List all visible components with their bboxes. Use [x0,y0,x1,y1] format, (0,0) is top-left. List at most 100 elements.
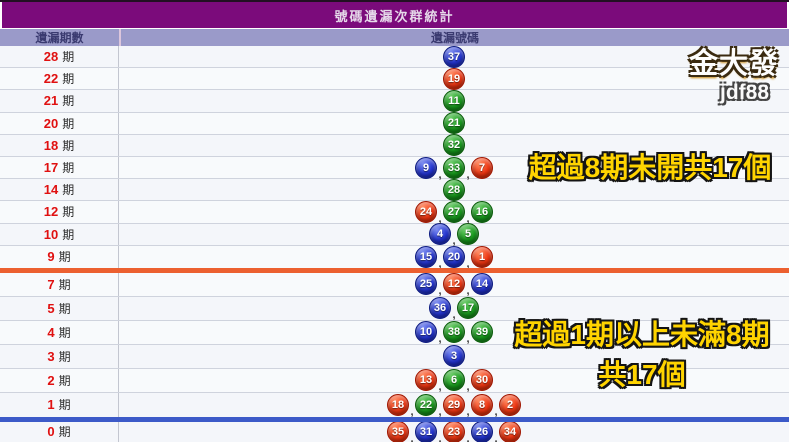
lottery-ball: 28 [443,178,465,201]
orange-threshold-divider [0,267,789,273]
ball-separator-comma: , [438,405,442,418]
top-border-line [0,0,789,2]
annotation-over-8-periods: 超過8期未開共17個 [528,152,772,183]
ball-separator-comma: , [452,309,456,322]
table-row: 2 期 13, 6, 30 [0,368,789,394]
omission-period-label: 14 期 [0,179,119,201]
annotation-1-to-8-periods: 超過1期以上未滿8期 共17個 [496,315,788,395]
period-count: 20 [43,115,59,131]
lottery-ball: 30 [471,369,493,392]
period-suffix: 期 [62,183,75,198]
lottery-ball: 8 [471,393,493,416]
period-count: 4 [47,324,55,340]
lottery-ball: 25 [415,273,437,296]
omission-numbers-cell: 37 [119,45,789,68]
lottery-ball: 17 [457,297,479,320]
lottery-ball: 27 [443,200,465,223]
table-row: 12 期 24, 27, 16 [0,200,789,225]
period-count: 1 [47,397,55,413]
ball-separator-comma: , [438,333,442,346]
table-row: 28 期 37 [0,45,789,69]
table-row: 5 期 36, 17 [0,296,789,322]
ball-separator-comma: , [438,432,442,442]
omission-numbers-cell: 24, 27, 16 [119,200,789,225]
period-suffix: 期 [58,373,71,388]
period-suffix: 期 [58,425,71,440]
omission-numbers-cell: 36, 17 [119,297,789,322]
lottery-ball: 35 [387,420,409,442]
omission-numbers-cell: 32 [119,134,789,157]
ball-separator-comma: , [452,235,456,248]
site-watermark: 金大發 jdf88 [689,50,779,104]
period-count: 14 [43,182,59,198]
period-suffix: 期 [62,50,75,65]
period-suffix: 期 [58,349,71,364]
lottery-ball: 9 [415,156,437,179]
lottery-ball: 13 [415,369,437,392]
omission-numbers-cell: 28 [119,178,789,201]
page-title-bar: 號碼遺漏次群統計 [2,2,787,28]
ball-separator-comma: , [494,432,498,442]
omission-numbers-cell: 35, 31, 23, 26, 34 [119,420,789,442]
ball-separator-comma: , [494,405,498,418]
watermark-brand-code: jdf88 [719,81,769,104]
lottery-ball: 20 [443,245,465,268]
period-suffix: 期 [62,227,75,242]
lottery-ball: 12 [443,273,465,296]
lottery-ball: 16 [471,200,493,223]
ball-separator-comma: , [438,168,442,181]
lottery-ball: 5 [457,223,479,246]
period-suffix: 期 [58,277,71,292]
table-row: 18 期 32 [0,134,789,157]
period-count: 17 [43,160,59,176]
table-row: 1 期 18, 22, 29, 8, 2 [0,392,789,418]
period-count: 28 [43,49,59,65]
omission-numbers-cell: 19 [119,67,789,90]
omission-period-label: 22 期 [0,68,119,90]
lottery-ball: 18 [387,393,409,416]
omission-numbers-cell: 13, 6, 30 [119,369,789,394]
lottery-ball: 26 [471,420,493,442]
ball-separator-comma: , [466,333,470,346]
lottery-ball: 24 [415,200,437,223]
ball-separator-comma: , [438,381,442,394]
omission-period-label: 12 期 [0,201,119,223]
lottery-ball: 6 [443,369,465,392]
period-count: 9 [47,249,55,265]
omission-numbers-cell: 4,5 [119,223,789,248]
period-count: 0 [47,424,55,440]
omission-period-label: 20 期 [0,112,119,134]
lottery-ball: 21 [443,112,465,135]
period-suffix: 期 [58,250,71,265]
blue-threshold-divider [0,416,789,422]
omission-numbers-cell: 11 [119,89,789,112]
period-count: 7 [47,276,55,292]
lottery-ball: 15 [415,245,437,268]
table-row: 9 期 15, 20, 1 [0,245,789,270]
omission-numbers-cell: 15, 20, 1 [119,245,789,270]
ball-separator-comma: , [438,285,442,298]
lottery-ball: 36 [429,297,451,320]
period-suffix: 期 [62,94,75,109]
period-count: 3 [47,348,55,364]
lottery-ball: 32 [443,134,465,157]
lottery-ball: 34 [499,420,521,442]
omission-period-label: 18 期 [0,134,119,156]
period-suffix: 期 [58,301,71,316]
column-header-omission-numbers: 遺漏號碼 [430,31,479,45]
period-count: 10 [43,226,59,242]
omission-numbers-cell: 10, 38, 39 [119,321,789,346]
lottery-ball: 39 [471,321,493,344]
period-count: 12 [43,204,59,220]
period-suffix: 期 [62,72,75,87]
omission-numbers-cell: 25, 12, 14 [119,273,789,298]
lottery-ball: 38 [443,321,465,344]
table-row: 7 期 25, 12, 14 [0,272,789,298]
lottery-ball: 29 [443,393,465,416]
